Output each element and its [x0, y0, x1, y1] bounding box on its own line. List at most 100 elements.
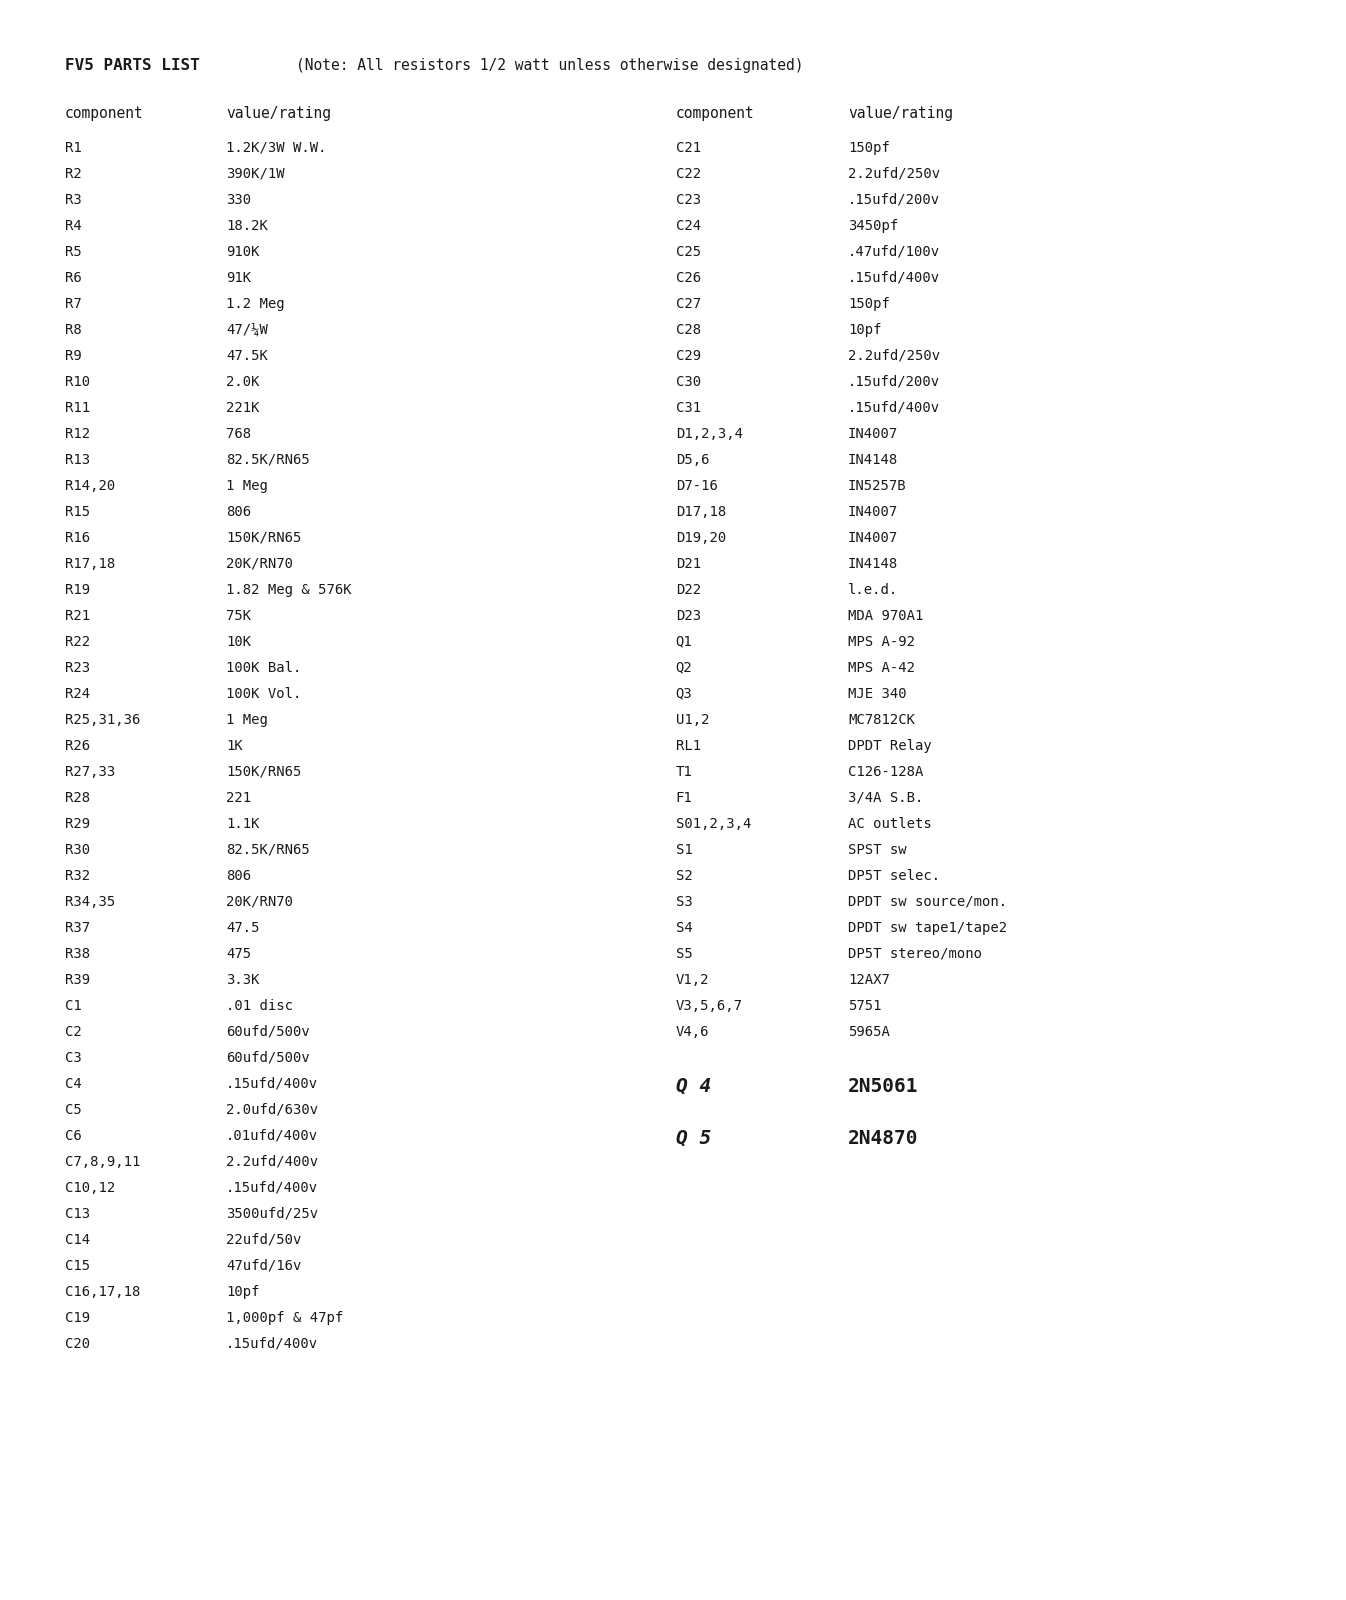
Text: 47/¼W: 47/¼W: [226, 323, 268, 336]
Text: SPST sw: SPST sw: [848, 843, 907, 858]
Text: C28: C28: [676, 323, 701, 336]
Text: R8: R8: [65, 323, 81, 336]
Text: IN4007: IN4007: [848, 427, 898, 442]
Text: .01ufd/400v: .01ufd/400v: [226, 1130, 318, 1142]
Text: 1,000pf & 47pf: 1,000pf & 47pf: [226, 1310, 343, 1325]
Text: 82.5K/RN65: 82.5K/RN65: [226, 453, 310, 467]
Text: .15ufd/400v: .15ufd/400v: [226, 1077, 318, 1091]
Text: FV5 PARTS LIST: FV5 PARTS LIST: [65, 58, 199, 72]
Text: 768: 768: [226, 427, 252, 442]
Text: Q 5: Q 5: [676, 1130, 711, 1147]
Text: l.e.d.: l.e.d.: [848, 582, 898, 597]
Text: D5,6: D5,6: [676, 453, 709, 467]
Text: C14: C14: [65, 1232, 90, 1246]
Text: R38: R38: [65, 947, 90, 960]
Text: C2: C2: [65, 1024, 81, 1038]
Text: 910K: 910K: [226, 245, 260, 259]
Text: 150pf: 150pf: [848, 141, 890, 155]
Text: C25: C25: [676, 245, 701, 259]
Text: C24: C24: [676, 219, 701, 232]
Text: C30: C30: [676, 374, 701, 389]
Text: R11: R11: [65, 400, 90, 414]
Text: 100K Vol.: 100K Vol.: [226, 686, 302, 701]
Text: F1: F1: [676, 790, 692, 805]
Text: value/rating: value/rating: [848, 106, 953, 120]
Text: (Note: All resistors 1/2 watt unless otherwise designated): (Note: All resistors 1/2 watt unless oth…: [296, 58, 804, 72]
Text: 20K/RN70: 20K/RN70: [226, 894, 293, 909]
Text: .15ufd/200v: .15ufd/200v: [848, 374, 940, 389]
Text: 20K/RN70: 20K/RN70: [226, 557, 293, 571]
Text: MDA 970A1: MDA 970A1: [848, 608, 923, 622]
Text: S01,2,3,4: S01,2,3,4: [676, 816, 751, 830]
Text: 91K: 91K: [226, 270, 252, 285]
Text: component: component: [65, 106, 144, 120]
Text: S3: S3: [676, 894, 692, 909]
Text: C5: C5: [65, 1102, 81, 1117]
Text: R37: R37: [65, 922, 90, 934]
Text: R3: R3: [65, 192, 81, 206]
Text: DPDT sw source/mon.: DPDT sw source/mon.: [848, 894, 1007, 909]
Text: Q1: Q1: [676, 635, 692, 650]
Text: C26: C26: [676, 270, 701, 285]
Text: IN4148: IN4148: [848, 453, 898, 467]
Text: R39: R39: [65, 973, 90, 987]
Text: AC outlets: AC outlets: [848, 816, 931, 830]
Text: R2: R2: [65, 166, 81, 181]
Text: 2.0ufd/630v: 2.0ufd/630v: [226, 1102, 318, 1117]
Text: 1.1K: 1.1K: [226, 816, 260, 830]
Text: 3/4A S.B.: 3/4A S.B.: [848, 790, 923, 805]
Text: R27,33: R27,33: [65, 765, 114, 779]
Text: R12: R12: [65, 427, 90, 442]
Text: .01 disc: .01 disc: [226, 998, 293, 1013]
Text: C4: C4: [65, 1077, 81, 1091]
Text: DPDT Relay: DPDT Relay: [848, 739, 931, 752]
Text: D17,18: D17,18: [676, 506, 725, 518]
Text: R17,18: R17,18: [65, 557, 114, 571]
Text: R28: R28: [65, 790, 90, 805]
Text: 60ufd/500v: 60ufd/500v: [226, 1024, 310, 1038]
Text: C15: C15: [65, 1259, 90, 1272]
Text: MJE 340: MJE 340: [848, 686, 907, 701]
Text: 1.82 Meg & 576K: 1.82 Meg & 576K: [226, 582, 351, 597]
Text: 3.3K: 3.3K: [226, 973, 260, 987]
Text: component: component: [676, 106, 755, 120]
Text: C1: C1: [65, 998, 81, 1013]
Text: V1,2: V1,2: [676, 973, 709, 987]
Text: 2.2ufd/250v: 2.2ufd/250v: [848, 349, 940, 363]
Text: 10pf: 10pf: [848, 323, 882, 336]
Text: D7-16: D7-16: [676, 478, 717, 493]
Text: R24: R24: [65, 686, 90, 701]
Text: 2N5061: 2N5061: [848, 1077, 918, 1096]
Text: S2: S2: [676, 869, 692, 883]
Text: 221K: 221K: [226, 400, 260, 414]
Text: 806: 806: [226, 869, 252, 883]
Text: 18.2K: 18.2K: [226, 219, 268, 232]
Text: 390K/1W: 390K/1W: [226, 166, 285, 181]
Text: R5: R5: [65, 245, 81, 259]
Text: DPDT sw tape1/tape2: DPDT sw tape1/tape2: [848, 922, 1007, 934]
Text: S4: S4: [676, 922, 692, 934]
Text: IN4148: IN4148: [848, 557, 898, 571]
Text: R15: R15: [65, 506, 90, 518]
Text: 1 Meg: 1 Meg: [226, 714, 268, 726]
Text: 47ufd/16v: 47ufd/16v: [226, 1259, 302, 1272]
Text: 2.0K: 2.0K: [226, 374, 260, 389]
Text: R6: R6: [65, 270, 81, 285]
Text: IN5257B: IN5257B: [848, 478, 907, 493]
Text: .15ufd/400v: .15ufd/400v: [848, 400, 940, 414]
Text: .15ufd/400v: .15ufd/400v: [226, 1181, 318, 1195]
Text: 12AX7: 12AX7: [848, 973, 890, 987]
Text: .15ufd/200v: .15ufd/200v: [848, 192, 940, 206]
Text: 2.2ufd/250v: 2.2ufd/250v: [848, 166, 940, 181]
Text: R32: R32: [65, 869, 90, 883]
Text: R7: R7: [65, 298, 81, 310]
Text: DP5T stereo/mono: DP5T stereo/mono: [848, 947, 983, 960]
Text: Q2: Q2: [676, 661, 692, 675]
Text: D22: D22: [676, 582, 701, 597]
Text: C10,12: C10,12: [65, 1181, 114, 1195]
Text: C22: C22: [676, 166, 701, 181]
Text: 330: 330: [226, 192, 252, 206]
Text: 150K/RN65: 150K/RN65: [226, 531, 302, 544]
Text: 47.5: 47.5: [226, 922, 260, 934]
Text: R9: R9: [65, 349, 81, 363]
